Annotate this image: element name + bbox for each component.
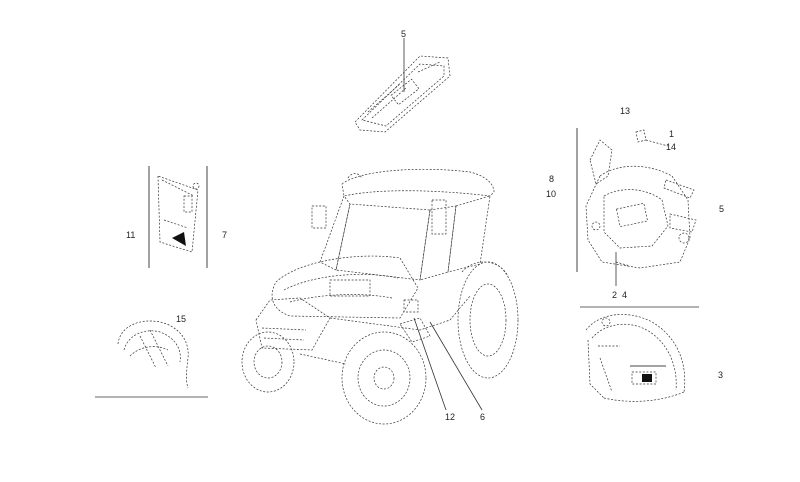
callout-12: 12	[445, 412, 455, 422]
callout-3: 3	[718, 370, 723, 380]
cab-interior-illustration	[576, 128, 699, 308]
fender-decal-illustration	[95, 320, 208, 398]
callout-1: 1	[669, 129, 674, 139]
callout-5-top: 5	[401, 29, 406, 39]
callout-10: 10	[546, 189, 556, 199]
callout-6: 6	[480, 412, 485, 422]
callout-4: 4	[622, 290, 627, 300]
top-decal-illustration	[354, 38, 451, 133]
rear-fender-decal-illustration	[585, 314, 686, 402]
tractor-illustration	[241, 168, 519, 425]
callout-8: 8	[549, 174, 554, 184]
callout-14: 14	[666, 142, 676, 152]
left-panel-decal-illustration	[148, 166, 208, 268]
callout-labels: 5 13 1 14 8 10 5 2 4 11 7 15 3 12 6	[126, 29, 724, 422]
callout-13: 13	[620, 106, 630, 116]
callout-11: 11	[126, 230, 135, 240]
callout-2: 2	[612, 290, 617, 300]
callout-5-right: 5	[719, 204, 724, 214]
callout-7: 7	[222, 230, 227, 240]
callout-15: 15	[176, 314, 186, 324]
